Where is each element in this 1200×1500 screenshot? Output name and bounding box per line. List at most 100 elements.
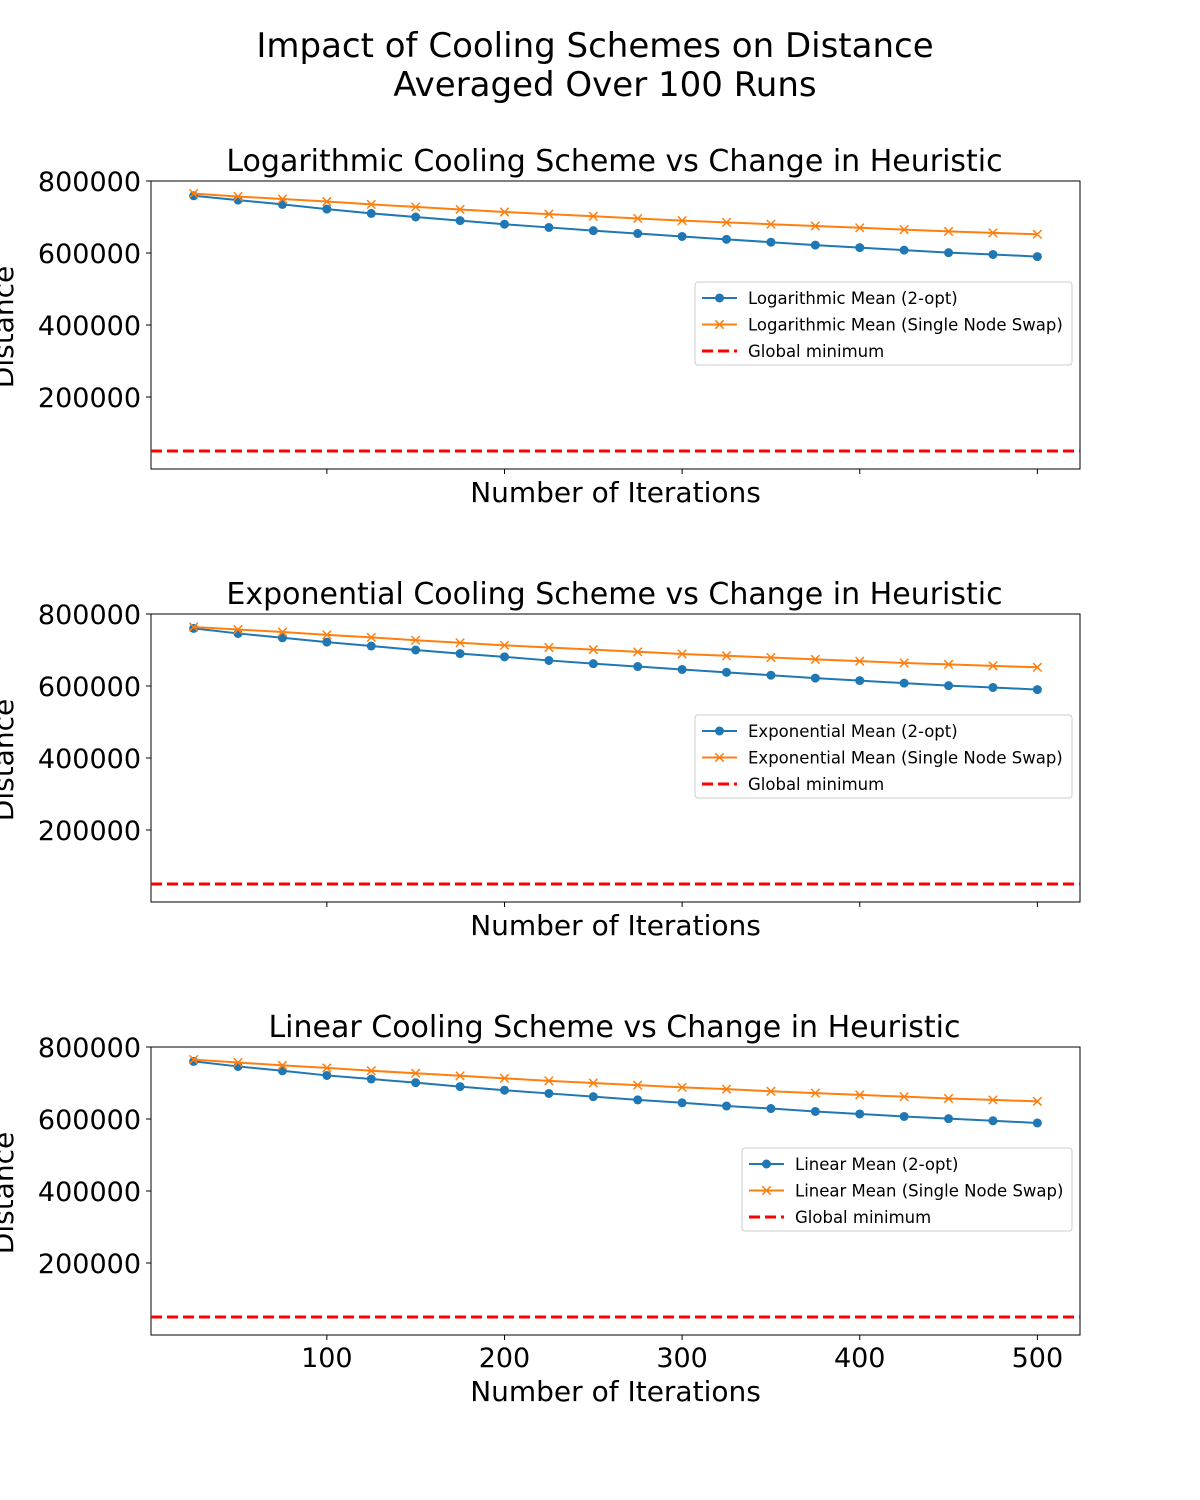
data-point (588, 659, 598, 669)
data-point (277, 627, 288, 637)
data-point (544, 655, 554, 665)
data-point (677, 1098, 687, 1108)
data-point (366, 641, 376, 651)
series-2 (188, 622, 1043, 673)
data-point (1032, 1096, 1043, 1107)
data-point (366, 632, 376, 643)
y-tick-label: 600000 (38, 1105, 141, 1136)
data-point (810, 221, 821, 231)
data-point (766, 219, 776, 229)
y-tick-label: 200000 (38, 816, 141, 847)
data-point (233, 1057, 243, 1068)
data-point (544, 222, 554, 232)
data-point (943, 659, 954, 670)
series-1 (189, 191, 1042, 262)
data-point (677, 215, 687, 226)
data-point (366, 1066, 376, 1076)
series-2 (188, 188, 1043, 240)
data-point (633, 229, 643, 239)
data-point (411, 212, 421, 222)
data-point (633, 662, 643, 672)
data-point (322, 1070, 332, 1080)
data-point (855, 656, 865, 666)
data-point (1032, 229, 1043, 240)
data-point (499, 1085, 509, 1095)
data-point (899, 1091, 909, 1102)
data-point (988, 249, 998, 259)
data-point (677, 231, 687, 241)
data-point (499, 207, 510, 217)
data-point (943, 1093, 954, 1104)
series-line (193, 627, 1038, 691)
legend-entry-label: Linear Mean (2-opt) (795, 1155, 958, 1174)
data-point (588, 1078, 599, 1088)
chart-title: Logarithmic Cooling Scheme vs Change in … (226, 144, 1002, 179)
data-point (366, 1074, 376, 1084)
legend: Exponential Mean (2-opt) Exponential Mean… (694, 714, 1073, 799)
data-point (810, 673, 820, 683)
data-point (588, 226, 598, 236)
data-point (189, 623, 199, 633)
data-point (721, 651, 732, 661)
data-point (855, 243, 865, 253)
legend-entry-label: Logarithmic Mean (2-opt) (748, 289, 958, 308)
data-point (766, 670, 776, 680)
data-point (499, 1073, 510, 1084)
data-point (277, 1060, 288, 1071)
data-point (899, 1111, 909, 1121)
data-point (944, 681, 954, 691)
legend-entry-label: Global minimum (748, 775, 884, 794)
data-point (188, 622, 199, 632)
data-point (322, 637, 332, 647)
data-point (766, 1086, 776, 1097)
data-point (677, 1082, 687, 1093)
data-point (233, 191, 243, 202)
data-point (1032, 1118, 1042, 1128)
series-line (193, 625, 1038, 669)
legend-entry-label: Logarithmic Mean (Single Node Swap) (748, 316, 1063, 335)
data-point (410, 1068, 421, 1079)
chart-panel-1: Logarithmic Cooling Scheme vs Change in … (0, 144, 1081, 509)
data-point (411, 645, 421, 655)
data-point (455, 649, 465, 659)
data-point (899, 678, 909, 688)
x-axis-label: Number of Iterations (470, 1375, 761, 1408)
data-point (677, 664, 687, 674)
data-point (499, 219, 509, 229)
data-point (988, 682, 998, 692)
data-point (677, 649, 687, 659)
legend-entry-label: Global minimum (795, 1208, 931, 1227)
legend-marker (714, 319, 725, 330)
legend-marker (715, 726, 724, 736)
data-point (1032, 685, 1042, 695)
legend-entry-label: Linear Mean (Single Node Swap) (795, 1182, 1063, 1201)
data-point (810, 1106, 820, 1116)
series-line (193, 192, 1038, 236)
data-point (455, 204, 465, 215)
data-point (499, 640, 510, 651)
data-point (633, 1095, 643, 1105)
y-axis-label: Distance (0, 266, 20, 388)
data-point (322, 630, 332, 640)
legend: Logarithmic Mean (2-opt) Logarithmic Mean… (694, 281, 1073, 366)
legend-box (741, 1147, 1073, 1232)
data-point (632, 647, 643, 657)
data-point (188, 1054, 199, 1065)
y-tick-label: 800000 (38, 600, 141, 631)
x-axis-label: Number of Iterations (470, 909, 761, 942)
y-tick-label: 800000 (38, 1033, 141, 1064)
data-point (189, 1056, 199, 1066)
y-axis-label: Distance (0, 1132, 20, 1254)
data-point (944, 1114, 954, 1124)
legend: Linear Mean (2-opt) Linear Mean (Single N… (741, 1147, 1073, 1232)
legend-marker (715, 293, 724, 303)
series-line (193, 1060, 1038, 1124)
data-point (188, 188, 199, 199)
data-point (899, 224, 909, 235)
legend-entry-label: Exponential Mean (2-opt) (748, 722, 958, 741)
data-point (588, 1092, 598, 1102)
data-point (988, 661, 998, 671)
data-point (810, 1088, 821, 1098)
data-point (410, 635, 421, 646)
